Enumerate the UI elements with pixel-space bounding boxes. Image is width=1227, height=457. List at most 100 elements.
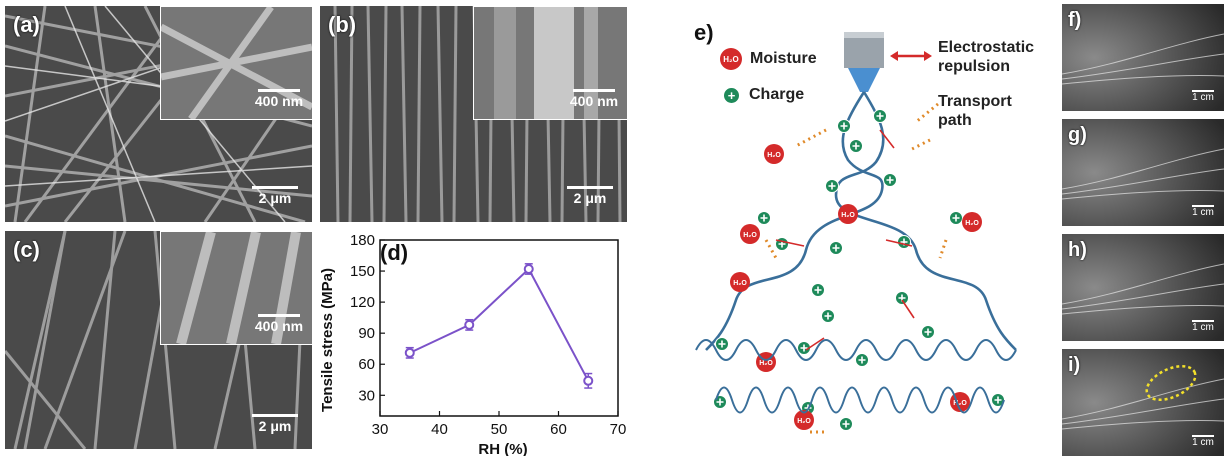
moisture-dot-label: H₂O [953,400,967,407]
photo-label: h) [1068,239,1087,261]
inset-texture-c [176,232,301,344]
charge-dot [991,393,1005,407]
schematic-dots: H₂O H₂O H₂O H₂O H₂O H₂O H₂O H₂O [713,109,1005,431]
label-d: (d) [380,240,409,265]
charge-dot [895,291,909,305]
data-point [464,319,475,330]
charge-dot [883,173,897,187]
moisture-dot: H₂O [764,144,784,164]
photo-panel-2: h) 1 cm [1062,234,1224,341]
charge-dot [829,241,843,255]
repulsion-legend-arrow [890,51,932,61]
moisture-dot-label: H₂O [759,360,773,367]
moisture-dot: H₂O [962,212,982,232]
moisture-dot: H₂O [838,204,858,224]
charge-dot [949,211,963,225]
x-tick-label: 50 [491,421,508,438]
main-scale-b: 2 μm [560,186,620,205]
moisture-dot-label: H₂O [965,220,979,227]
chart-panel-d: 30 40 50 60 70 30 60 90 120 150 180 Tensile stress… [318,228,630,456]
chart-ylabel: Tensile stress (MPa) [319,268,336,412]
sem-panel-c: 400 nm (c) 2 μm [5,231,312,449]
inset-scale-a: 400 nm [249,89,309,108]
charge-dot [775,237,789,251]
y-tick-label: 180 [350,232,375,249]
charge-dot [797,341,811,355]
charge-dot [897,235,911,249]
fiber-coils [695,339,1017,414]
photo-stack: f) 1 cm g) 1 cm h) 1 cm i) 1 cm [1062,4,1224,456]
photo-panel-1: g) 1 cm [1062,119,1224,226]
moisture-dot: H₂O [740,224,760,244]
moisture-dot: H₂O [794,410,814,430]
data-point [404,347,415,358]
y-tick-label: 60 [358,356,375,373]
charge-icon: + [724,87,739,103]
highlight-ellipse [1145,364,1197,402]
inset-b: 400 nm [473,6,627,120]
repulsion-arrows [775,129,915,351]
photo-scale: 1 cm [1192,320,1214,333]
inset-a: 400 nm [160,6,312,120]
photo-panel-0: f) 1 cm [1062,4,1224,111]
moisture-dot-label: H₂O [767,152,781,159]
fiber-texture-c [5,231,307,449]
charge-dot [825,179,839,193]
series-line [409,267,590,382]
transport-legend-text: Transport path [938,92,1012,130]
photo-label: f) [1068,9,1082,31]
inset-scale-b: 400 nm [564,89,624,108]
moisture-legend: H₂O Moisture [720,48,817,70]
photo-texture [1062,234,1224,341]
photo-scale: 1 cm [1192,435,1214,448]
photo-label: i) [1068,354,1081,376]
x-tick-label: 40 [431,421,448,438]
transport-paths [764,128,948,434]
transport-legend-arrow [915,102,939,124]
inset-texture-a [161,7,312,119]
charge-dot [873,109,887,123]
charge-dot [715,337,729,351]
y-tick-label: 120 [350,294,375,311]
schematic-panel-e: H₂O H₂O H₂O H₂O H₂O H₂O H₂O H₂O e) H₂O Moisture… [676,0,1054,457]
charge-dot [849,139,863,153]
chart-xlabel: RH (%) [478,441,527,456]
tensile-chart: 30 40 50 60 70 30 60 90 120 150 180 Tensile stress… [319,232,627,456]
photo-texture [1062,119,1224,226]
chart-frame [379,239,619,417]
fiber-jet [705,91,1017,351]
x-tick-label: 70 [610,421,627,438]
fiber-texture-a [5,6,312,222]
y-tick-label: 30 [358,387,375,404]
photo-scale: 1 cm [1192,205,1214,218]
repulsion-line1: Electrostatic [938,39,1035,56]
label-c: (c) [13,237,40,262]
photo-label: g) [1068,124,1087,146]
charge-dot [821,309,835,323]
main-scale-a: 2 μm [245,186,305,205]
charge-legend: + Charge [724,86,804,104]
data-point [523,263,534,274]
charge-dot [921,325,935,339]
transport-line1: Transport [938,93,1012,110]
moisture-dot: H₂O [730,272,750,292]
charge-dot [757,211,771,225]
label-b: (b) [328,12,357,37]
inset-scale-c: 400 nm [249,314,309,333]
moisture-dot-label: H₂O [743,232,757,239]
photo-panel-3: i) 1 cm [1062,349,1224,456]
sem-panel-a: 400 nm (a) 2 μm [5,6,312,222]
y-tick-label: 150 [350,263,375,280]
repulsion-line2: repulsion [938,58,1011,75]
photo-scale: 1 cm [1192,90,1214,103]
moisture-dot-label: H₂O [797,418,811,425]
transport-line2: path [938,112,972,129]
inset-c: 400 nm [160,231,312,345]
data-point [583,375,594,386]
y-tick-label: 90 [358,325,375,342]
charge-dot [811,283,825,297]
moisture-dot-label: H₂O [841,212,855,219]
nozzle [844,32,884,92]
repulsion-legend-text: Electrostatic repulsion [938,38,1034,76]
charge-dot [837,119,851,133]
